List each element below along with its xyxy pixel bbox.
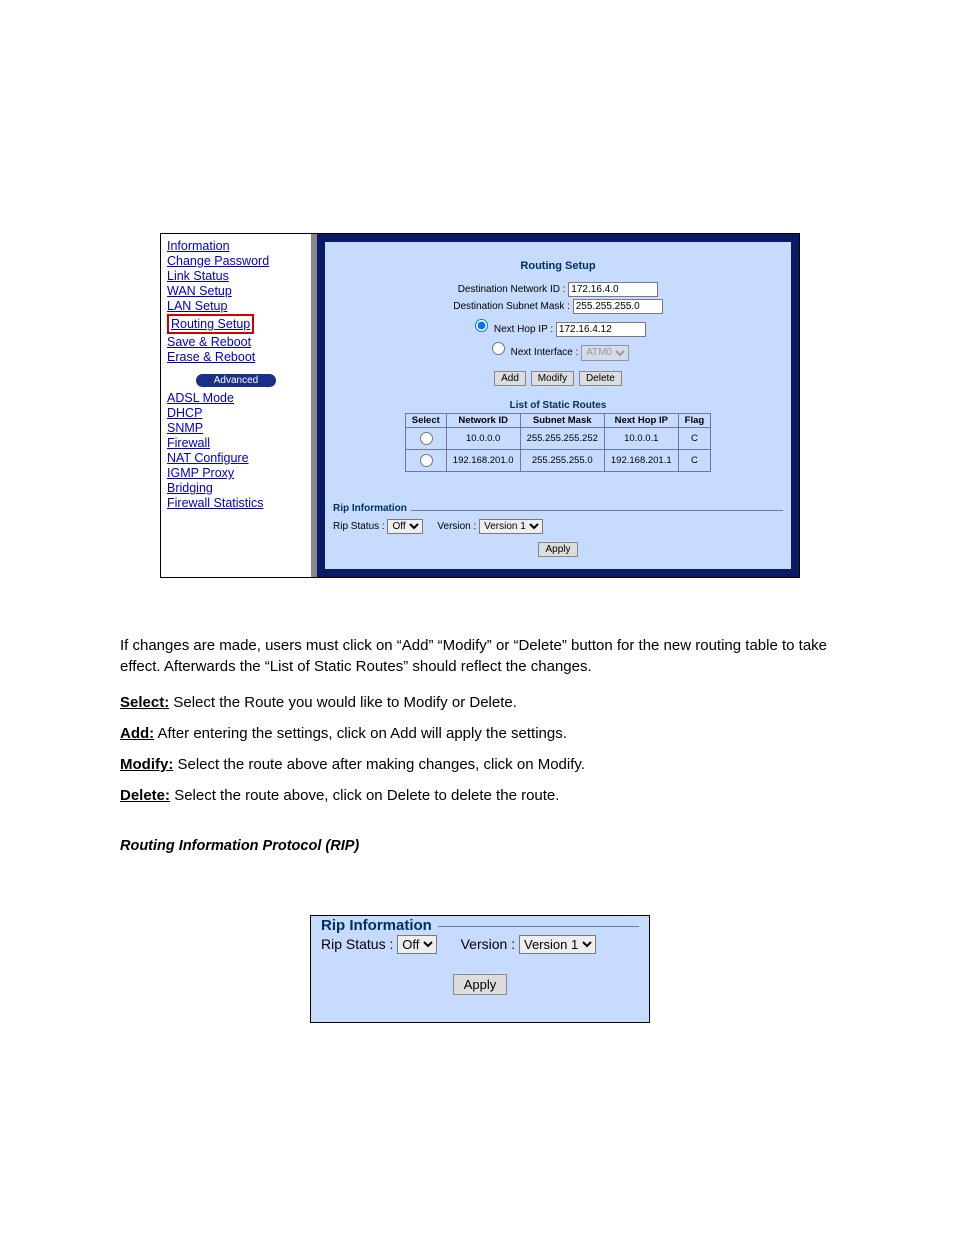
bullet-select: Select: Select the Route you would like …	[120, 692, 840, 713]
sidebar-item-routing-setup[interactable]: Routing Setup	[171, 317, 250, 331]
sidebar-item-bridging[interactable]: Bridging	[167, 481, 305, 495]
bullet-text: Select the route above after making chan…	[173, 756, 585, 773]
next-interface-radio[interactable]	[492, 342, 505, 355]
sidebar-item-save-reboot[interactable]: Save & Reboot	[167, 335, 305, 349]
bullet-modify: Modify: Select the route above after mak…	[120, 754, 840, 775]
rip-crop-status-select[interactable]: Off	[397, 935, 437, 954]
cell-network-id: 192.168.201.0	[446, 449, 520, 471]
sidebar-item-routing-setup-highlight: Routing Setup	[167, 314, 254, 334]
body-text: If changes are made, users must click on…	[120, 620, 840, 866]
col-subnet-mask: Subnet Mask	[520, 413, 604, 427]
routes-table-title: List of Static Routes	[325, 400, 791, 411]
bullet-text: Select the Route you would like to Modif…	[169, 694, 517, 711]
sidebar-item-change-password[interactable]: Change Password	[167, 254, 305, 268]
cell-flag: C	[678, 449, 711, 471]
sidebar-item-information[interactable]: Information	[167, 239, 305, 253]
bullet-label: Select:	[120, 694, 169, 711]
add-button[interactable]: Add	[494, 371, 526, 386]
cell-flag: C	[678, 427, 711, 449]
sidebar-item-adsl-mode[interactable]: ADSL Mode	[167, 391, 305, 405]
sidebar-item-lan-setup[interactable]: LAN Setup	[167, 299, 305, 313]
paragraph: If changes are made, users must click on…	[120, 635, 840, 677]
rip-version-select[interactable]: Version 1	[479, 519, 543, 534]
rip-version-label: Version :	[437, 521, 476, 532]
routing-setup-panel: Routing Setup Destination Network ID : D…	[325, 242, 791, 569]
sidebar-item-link-status[interactable]: Link Status	[167, 269, 305, 283]
rip-status-label: Rip Status :	[333, 521, 385, 532]
cell-next-hop: 192.168.201.1	[604, 449, 678, 471]
rip-crop-apply-button[interactable]: Apply	[453, 974, 508, 995]
next-hop-input[interactable]	[556, 322, 646, 337]
page: Information Change Password Link Status …	[0, 0, 954, 1235]
advanced-badge: Advanced	[196, 374, 276, 387]
route-select-radio[interactable]	[420, 432, 433, 445]
rip-crop-title: Rip Information	[321, 917, 438, 934]
next-interface-select[interactable]: ATM0	[581, 345, 629, 361]
dest-network-input[interactable]	[568, 282, 658, 297]
section-heading-rip: Routing Information Protocol (RIP)	[120, 836, 840, 856]
col-next-hop: Next Hop IP	[604, 413, 678, 427]
sidebar-item-firewall[interactable]: Firewall	[167, 436, 305, 450]
modify-button[interactable]: Modify	[531, 371, 574, 386]
table-row: 10.0.0.0 255.255.255.252 10.0.0.1 C	[405, 427, 710, 449]
routing-form: Destination Network ID : Destination Sub…	[325, 282, 791, 361]
next-hop-radio[interactable]	[475, 319, 488, 332]
routes-table: Select Network ID Subnet Mask Next Hop I…	[405, 413, 711, 472]
sidebar-item-wan-setup[interactable]: WAN Setup	[167, 284, 305, 298]
rip-crop-version-label: Version :	[461, 936, 515, 952]
bullet-text: After entering the settings, click on Ad…	[154, 725, 567, 742]
dest-mask-label: Destination Subnet Mask :	[453, 301, 570, 312]
apply-button[interactable]: Apply	[538, 542, 577, 557]
route-select-radio[interactable]	[420, 454, 433, 467]
next-hop-label: Next Hop IP :	[494, 324, 553, 335]
table-row: 192.168.201.0 255.255.255.0 192.168.201.…	[405, 449, 710, 471]
cell-subnet-mask: 255.255.255.0	[520, 449, 604, 471]
sidebar-item-igmp-proxy[interactable]: IGMP Proxy	[167, 466, 305, 480]
col-network-id: Network ID	[446, 413, 520, 427]
delete-button[interactable]: Delete	[579, 371, 622, 386]
table-header-row: Select Network ID Subnet Mask Next Hop I…	[405, 413, 710, 427]
sidebar-item-dhcp[interactable]: DHCP	[167, 406, 305, 420]
rip-status-select[interactable]: Off	[387, 519, 423, 534]
sidebar-item-snmp[interactable]: SNMP	[167, 421, 305, 435]
sidebar-item-firewall-stats[interactable]: Firewall Statistics	[167, 496, 305, 510]
bullet-add: Add: After entering the settings, click …	[120, 723, 840, 744]
main-frame: Routing Setup Destination Network ID : D…	[317, 234, 799, 577]
sidebar-item-nat-configure[interactable]: NAT Configure	[167, 451, 305, 465]
dest-network-label: Destination Network ID :	[458, 284, 566, 295]
sidebar: Information Change Password Link Status …	[161, 234, 311, 577]
dest-mask-input[interactable]	[573, 299, 663, 314]
bullet-label: Add:	[120, 725, 154, 742]
next-interface-label: Next Interface :	[511, 347, 579, 358]
bullet-label: Delete:	[120, 787, 170, 804]
sidebar-item-erase-reboot[interactable]: Erase & Reboot	[167, 350, 305, 364]
rip-title: Rip Information	[333, 503, 411, 514]
bullet-text: Select the route above, click on Delete …	[170, 787, 559, 804]
cell-next-hop: 10.0.0.1	[604, 427, 678, 449]
bullet-label: Modify:	[120, 756, 173, 773]
bullet-delete: Delete: Select the route above, click on…	[120, 785, 840, 806]
rip-crop-status-label: Rip Status :	[321, 936, 393, 952]
col-flag: Flag	[678, 413, 711, 427]
rip-block: Rip Information Rip Status : Off Version…	[333, 510, 783, 557]
rip-information-crop: Rip Information Rip Status : Off Version…	[310, 915, 650, 1023]
cell-network-id: 10.0.0.0	[446, 427, 520, 449]
cell-subnet-mask: 255.255.255.252	[520, 427, 604, 449]
routing-setup-screenshot: Information Change Password Link Status …	[160, 233, 800, 578]
panel-title: Routing Setup	[325, 242, 791, 272]
rip-crop-version-select[interactable]: Version 1	[519, 935, 596, 954]
button-row: Add Modify Delete	[325, 371, 791, 386]
col-select: Select	[405, 413, 446, 427]
